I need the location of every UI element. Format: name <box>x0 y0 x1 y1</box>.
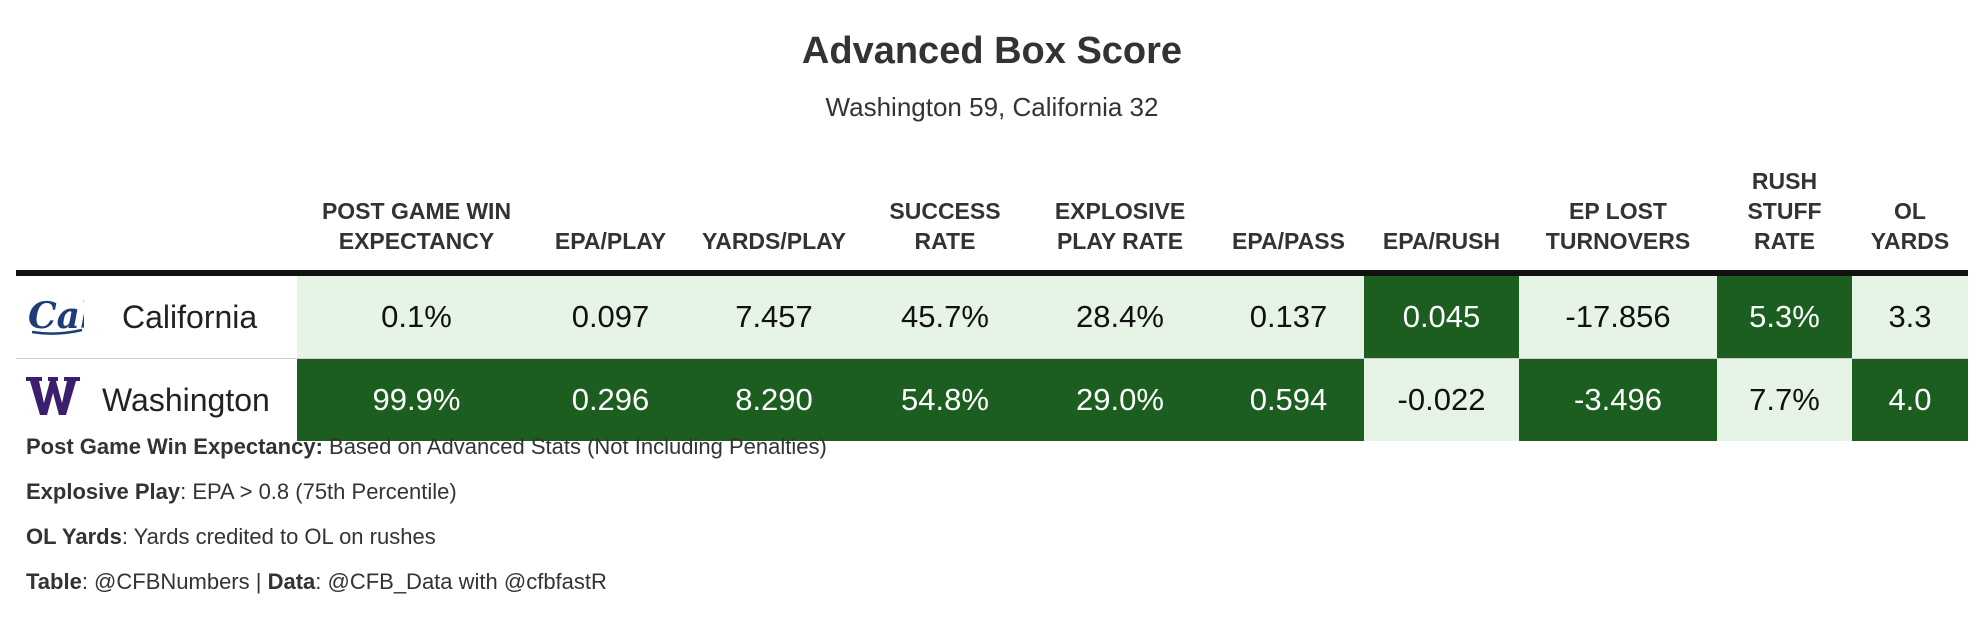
table-cell: 8.290 <box>685 358 863 441</box>
table-row: Washington 99.9% 0.296 8.290 54.8% 29.0% 0.594… <box>16 358 1968 441</box>
table-cell: 54.8% <box>863 358 1027 441</box>
box-score-table: POST GAME WIN EXPECTANCY EPA/PLAY YARDS/PL… <box>16 148 1968 441</box>
table-cell: 3.3 <box>1852 273 1968 359</box>
team-cell: Washington <box>16 358 297 441</box>
credits-note: Table: @CFBNumbers | Data: @CFB_Data wit… <box>26 567 827 612</box>
team-name: Washington <box>102 381 270 418</box>
credits-data-label: Data <box>267 569 316 594</box>
washington-w-logo-icon <box>26 375 80 425</box>
footnote-text: : EPA > 0.8 (75th Percentile) <box>180 479 457 504</box>
table-cell: -17.856 <box>1519 273 1717 359</box>
credits-table-label: Table <box>26 569 82 594</box>
svg-text:Cal: Cal <box>28 295 84 336</box>
table-cell: 0.594 <box>1213 358 1364 441</box>
chart-subtitle: Washington 59, California 32 <box>825 92 1159 122</box>
cal-logo-icon: Cal <box>26 290 94 344</box>
footnote-text: : Yards credited to OL on rushes <box>121 524 436 549</box>
table-cell: -0.022 <box>1364 358 1519 441</box>
table-cell: 99.9% <box>297 358 536 441</box>
table-cell: -3.496 <box>1519 358 1717 441</box>
footnote: Explosive Play: EPA > 0.8 (75th Percenti… <box>26 477 827 522</box>
table-cell: 0.1% <box>297 273 536 359</box>
table-cell: 29.0% <box>1027 358 1213 441</box>
table-cell: 4.0 <box>1852 358 1968 441</box>
header-row: POST GAME WIN EXPECTANCY EPA/PLAY YARDS/PL… <box>16 148 1968 276</box>
footnote: Post Game Win Expectancy: Based on Advan… <box>26 432 827 477</box>
column-header: EXPLOSIVE PLAY RATE <box>1027 148 1213 276</box>
footnote-label: OL Yards <box>26 524 122 549</box>
footnote: OL Yards: Yards credited to OL on rushes <box>26 522 827 567</box>
column-header: EPA/PLAY <box>536 148 685 276</box>
notes-list: Post Game Win Expectancy: Based on Advan… <box>26 432 827 567</box>
footnote-label: Explosive Play <box>26 479 181 504</box>
table-cell: 5.3% <box>1717 273 1852 359</box>
credits-data-text: : @CFB_Data with @cfbfastR <box>315 569 607 594</box>
column-header: EP LOST TURNOVERS <box>1519 148 1717 276</box>
chart-title: Advanced Box Score <box>801 30 1183 72</box>
credits-table-text: : @CFBNumbers | <box>81 569 268 594</box>
column-header: EPA/PASS <box>1213 148 1364 276</box>
column-header: RUSH STUFF RATE <box>1717 148 1852 276</box>
footnote-label: Post Game Win Expectancy: <box>26 434 323 459</box>
column-header: YARDS/PLAY <box>685 148 863 276</box>
table-cell: 7.457 <box>685 273 863 359</box>
footnote-text: Based on Advanced Stats (Not Including P… <box>322 434 827 459</box>
column-header: SUCCESS RATE <box>863 148 1027 276</box>
table-cell: 0.137 <box>1213 273 1364 359</box>
footnotes: Post Game Win Expectancy: Based on Advan… <box>26 432 827 612</box>
table-cell: 0.045 <box>1364 273 1519 359</box>
table-cell: 0.296 <box>536 358 685 441</box>
table-cell: 45.7% <box>863 273 1027 359</box>
column-header: OL YARDS <box>1852 148 1968 276</box>
table-cell: 0.097 <box>536 273 685 359</box>
team-column-header <box>16 148 297 276</box>
column-header: POST GAME WIN EXPECTANCY <box>297 148 536 276</box>
team-cell: Cal California <box>16 273 297 359</box>
table-cell: 28.4% <box>1027 273 1213 359</box>
team-name: California <box>122 298 258 335</box>
table-row: Cal California 0.1%0.0977.45745.7%28.4%0.1… <box>16 273 1968 359</box>
table-cell: 7.7% <box>1717 358 1852 441</box>
column-header: EPA/RUSH <box>1364 148 1519 276</box>
table-body: Cal California 0.1%0.0977.45745.7%28.4%0.1… <box>16 273 1968 441</box>
